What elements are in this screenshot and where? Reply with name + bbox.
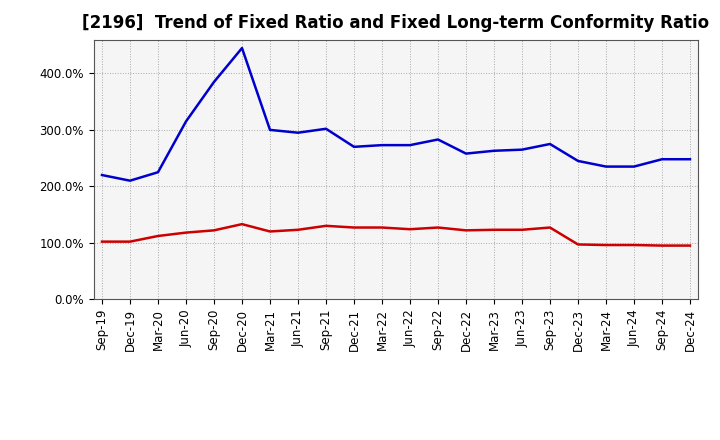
Fixed Long-term Conformity Ratio — [630, 242, 639, 248]
Fixed Ratio — [322, 126, 330, 132]
Fixed Ratio — [546, 141, 554, 147]
Fixed Ratio — [294, 130, 302, 136]
Fixed Ratio — [685, 157, 694, 162]
Line: Fixed Ratio: Fixed Ratio — [102, 48, 690, 181]
Fixed Ratio — [266, 127, 274, 132]
Title: [2196]  Trend of Fixed Ratio and Fixed Long-term Conformity Ratio: [2196] Trend of Fixed Ratio and Fixed Lo… — [82, 15, 710, 33]
Fixed Long-term Conformity Ratio — [546, 225, 554, 230]
Fixed Ratio — [378, 143, 387, 148]
Fixed Ratio — [181, 119, 190, 124]
Fixed Ratio — [630, 164, 639, 169]
Fixed Long-term Conformity Ratio — [462, 228, 470, 233]
Fixed Long-term Conformity Ratio — [378, 225, 387, 230]
Fixed Ratio — [518, 147, 526, 152]
Fixed Long-term Conformity Ratio — [433, 225, 442, 230]
Fixed Long-term Conformity Ratio — [238, 221, 246, 227]
Fixed Ratio — [350, 144, 359, 150]
Fixed Ratio — [153, 169, 162, 175]
Fixed Long-term Conformity Ratio — [602, 242, 611, 248]
Fixed Long-term Conformity Ratio — [181, 230, 190, 235]
Fixed Long-term Conformity Ratio — [490, 227, 498, 232]
Fixed Long-term Conformity Ratio — [350, 225, 359, 230]
Fixed Ratio — [462, 151, 470, 156]
Fixed Long-term Conformity Ratio — [126, 239, 135, 244]
Fixed Long-term Conformity Ratio — [153, 233, 162, 238]
Fixed Long-term Conformity Ratio — [266, 229, 274, 234]
Fixed Ratio — [574, 158, 582, 164]
Fixed Ratio — [238, 45, 246, 51]
Fixed Ratio — [210, 79, 218, 84]
Fixed Long-term Conformity Ratio — [657, 243, 666, 248]
Fixed Ratio — [405, 143, 414, 148]
Fixed Ratio — [98, 172, 107, 178]
Fixed Ratio — [433, 137, 442, 142]
Fixed Long-term Conformity Ratio — [210, 228, 218, 233]
Fixed Long-term Conformity Ratio — [685, 243, 694, 248]
Fixed Long-term Conformity Ratio — [294, 227, 302, 232]
Fixed Ratio — [490, 148, 498, 154]
Fixed Long-term Conformity Ratio — [518, 227, 526, 232]
Fixed Ratio — [602, 164, 611, 169]
Fixed Long-term Conformity Ratio — [405, 227, 414, 232]
Fixed Long-term Conformity Ratio — [574, 242, 582, 247]
Fixed Ratio — [657, 157, 666, 162]
Fixed Long-term Conformity Ratio — [98, 239, 107, 244]
Fixed Long-term Conformity Ratio — [322, 223, 330, 228]
Fixed Ratio — [126, 178, 135, 183]
Line: Fixed Long-term Conformity Ratio: Fixed Long-term Conformity Ratio — [102, 224, 690, 246]
